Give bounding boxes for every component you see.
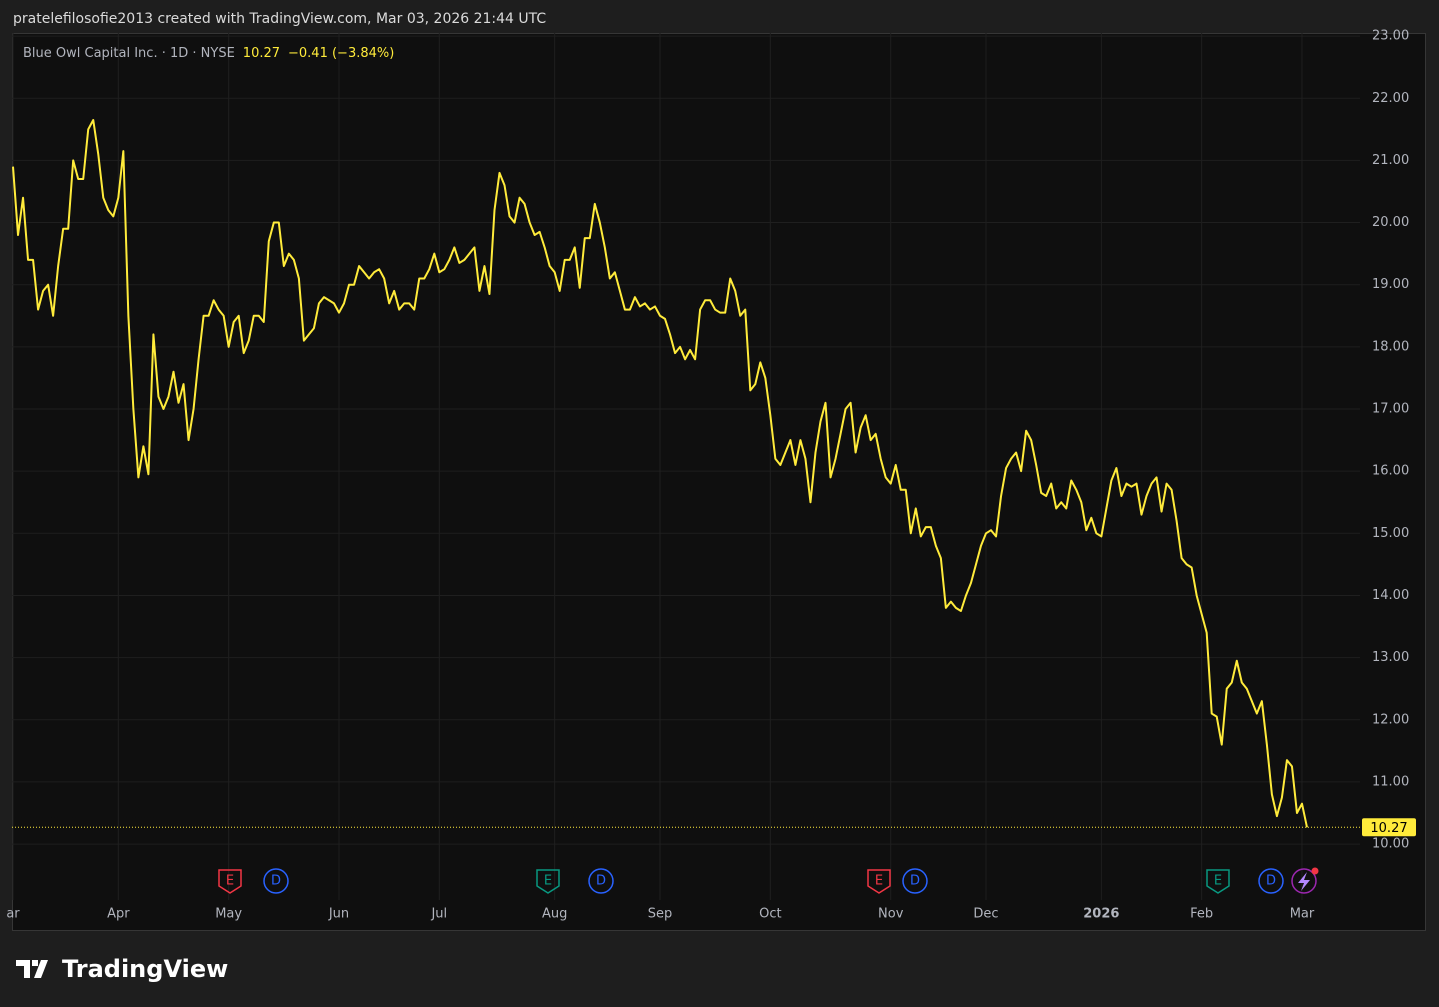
dividend-badge	[902, 868, 928, 894]
dividend-badge	[588, 868, 614, 894]
event-label: E	[875, 874, 883, 889]
event-marker: D	[263, 868, 289, 894]
price-line	[12, 119, 1308, 828]
y-tick-label: 21.00	[1372, 153, 1409, 168]
event-marker: E	[536, 869, 560, 894]
y-tick-label: 16.00	[1372, 464, 1409, 479]
last-price-label: 10.27	[1370, 821, 1407, 836]
chart-pane	[12, 33, 1426, 931]
last-price-badge	[1362, 818, 1416, 837]
news-dot	[1311, 867, 1319, 875]
brand-logo: TradingView	[16, 955, 228, 983]
event-label: D	[596, 874, 606, 889]
x-tick-label: Dec	[973, 907, 998, 922]
event-marker: E	[1206, 869, 1230, 894]
news-bolt	[1298, 872, 1310, 891]
legend-price: 10.27	[243, 46, 280, 61]
x-tick-label: Jul	[430, 907, 447, 922]
x-tick-label: Jun	[328, 907, 349, 922]
earnings-badge	[867, 869, 891, 894]
event-marker: D	[588, 868, 614, 894]
symbol-legend: Blue Owl Capital Inc. · 1D · NYSE 10.27 −0…	[23, 46, 394, 61]
y-tick-label: 22.00	[1372, 91, 1409, 106]
x-tick-label: Nov	[878, 907, 904, 922]
x-tick-label: 2026	[1083, 907, 1119, 922]
event-label: E	[226, 874, 234, 889]
x-tick-label: Mar	[1290, 907, 1315, 922]
earnings-badge	[1206, 869, 1230, 894]
grid	[12, 33, 1360, 900]
brand-name: TradingView	[62, 955, 228, 983]
event-label: D	[910, 874, 920, 889]
event-label: D	[271, 874, 281, 889]
x-tick-label: May	[215, 907, 242, 922]
y-tick-label: 19.00	[1372, 277, 1409, 292]
x-tick-label: Oct	[759, 907, 781, 922]
event-marker: E	[218, 869, 242, 894]
news-marker	[1291, 867, 1319, 894]
y-tick-label: 12.00	[1372, 712, 1409, 727]
y-tick-label: 20.00	[1372, 215, 1409, 230]
x-tick-label: ar	[6, 907, 20, 922]
news-badge	[1291, 868, 1317, 894]
event-marker: D	[1258, 868, 1284, 894]
earnings-badge	[536, 869, 560, 894]
y-tick-label: 14.00	[1372, 588, 1409, 603]
y-tick-label: 11.00	[1372, 774, 1409, 789]
y-tick-label: 15.00	[1372, 526, 1409, 541]
event-marker: E	[867, 869, 891, 894]
legend-change: −0.41 (−3.84%)	[288, 46, 394, 61]
y-tick-label: 17.00	[1372, 402, 1409, 417]
y-tick-label: 23.00	[1372, 29, 1409, 44]
logo-mark	[16, 960, 48, 978]
x-tick-label: Sep	[648, 907, 673, 922]
earnings-badge	[218, 869, 242, 894]
attribution: pratelefilosofie2013 created with Tradin…	[13, 11, 546, 27]
event-marker: D	[902, 868, 928, 894]
x-tick-label: Aug	[542, 907, 567, 922]
y-tick-label: 10.00	[1372, 837, 1409, 852]
dividend-badge	[263, 868, 289, 894]
x-tick-label: Feb	[1190, 907, 1213, 922]
y-tick-label: 18.00	[1372, 339, 1409, 354]
event-label: E	[544, 874, 552, 889]
symbol-title: Blue Owl Capital Inc. · 1D · NYSE	[23, 46, 235, 61]
event-label: E	[1214, 874, 1222, 889]
x-tick-label: Apr	[107, 907, 130, 922]
dividend-badge	[1258, 868, 1284, 894]
y-tick-label: 13.00	[1372, 650, 1409, 665]
event-label: D	[1266, 874, 1276, 889]
